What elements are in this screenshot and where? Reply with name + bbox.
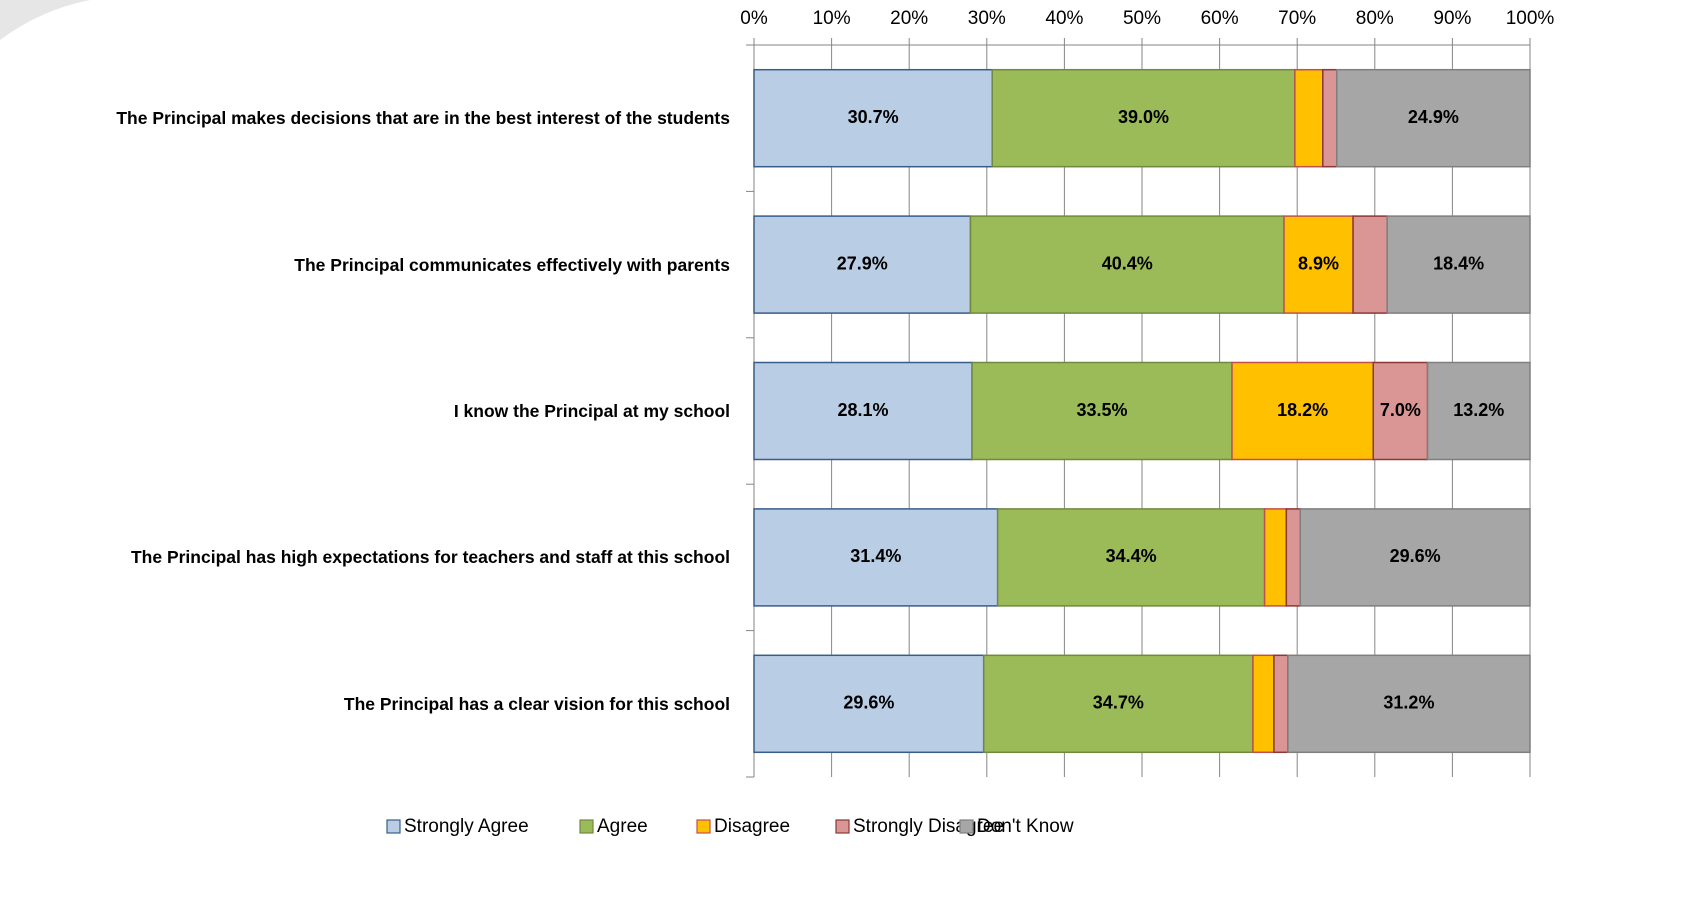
bar-segment (1386, 215, 1531, 314)
legend-swatch (696, 819, 711, 834)
legend-swatch (579, 819, 594, 834)
value-label: 24.9% (1408, 107, 1459, 127)
x-tick-label: 20% (890, 8, 928, 29)
bar-segment (1273, 654, 1289, 754)
legend-label: Strongly Agree (404, 816, 529, 837)
x-tick-label: 50% (1123, 8, 1161, 29)
x-tick-label: 0% (740, 8, 768, 29)
bar-segment (1336, 68, 1531, 168)
bar-segment (1285, 508, 1302, 607)
x-tick-label: 90% (1433, 8, 1471, 29)
value-label: 18.4% (1433, 253, 1484, 273)
bar-segment (1352, 215, 1388, 314)
value-label: 8.9% (1298, 253, 1339, 273)
category-label: The Principal communicates effectively w… (294, 254, 730, 275)
bar-segment (1294, 68, 1324, 168)
value-label: 31.4% (850, 546, 901, 566)
value-label: 30.7% (848, 107, 899, 127)
value-label: 29.6% (1390, 546, 1441, 566)
x-tick-label: 10% (813, 8, 851, 29)
x-tick-label: 40% (1045, 8, 1083, 29)
x-tick-label: 100% (1506, 8, 1555, 29)
category-label: The Principal has high expectations for … (130, 547, 730, 568)
value-label: 28.1% (838, 400, 889, 420)
bar-segment (982, 654, 1254, 754)
bar-segment (1263, 508, 1288, 607)
bar-segment (1283, 215, 1354, 314)
bar-segment (1287, 654, 1531, 754)
x-tick-label: 60% (1201, 8, 1239, 29)
value-label: 13.2% (1453, 400, 1504, 420)
decoration (0, 0, 90, 40)
legend-label: Agree (597, 816, 648, 837)
bar-segment (1426, 361, 1531, 461)
value-label: 40.4% (1102, 253, 1153, 273)
bar-segment (753, 215, 972, 314)
bar-segment (996, 508, 1266, 607)
value-label: 27.9% (837, 253, 888, 273)
bar-segment (753, 654, 985, 754)
value-label: 33.5% (1077, 400, 1128, 420)
value-label: 34.7% (1093, 693, 1144, 713)
value-label: 18.2% (1277, 400, 1328, 420)
value-label: 29.6% (843, 693, 894, 713)
category-label: The Principal makes decisions that are i… (116, 108, 730, 129)
bar-segment (1299, 508, 1531, 607)
value-label: 7.0% (1380, 400, 1421, 420)
bar-segment (753, 508, 999, 607)
legend-label: Don't Know (977, 816, 1074, 837)
category-label: The Principal has a clear vision for thi… (343, 693, 730, 714)
x-tick-label: 30% (968, 8, 1006, 29)
value-label: 34.4% (1106, 546, 1157, 566)
category-label: I know the Principal at my school (453, 401, 730, 421)
x-tick-label: 70% (1278, 8, 1316, 29)
x-tick-label: 80% (1356, 8, 1394, 29)
bar-segment (1252, 654, 1275, 754)
bar-segment (1322, 68, 1338, 168)
legend-swatch (835, 819, 850, 834)
legend-swatch (386, 819, 401, 834)
legend-swatch (959, 819, 974, 834)
legend-label: Disagree (714, 816, 790, 837)
value-label: 31.2% (1383, 693, 1434, 713)
bar-segment (753, 361, 973, 461)
value-label: 39.0% (1118, 107, 1169, 127)
bar-segment (969, 215, 1285, 314)
